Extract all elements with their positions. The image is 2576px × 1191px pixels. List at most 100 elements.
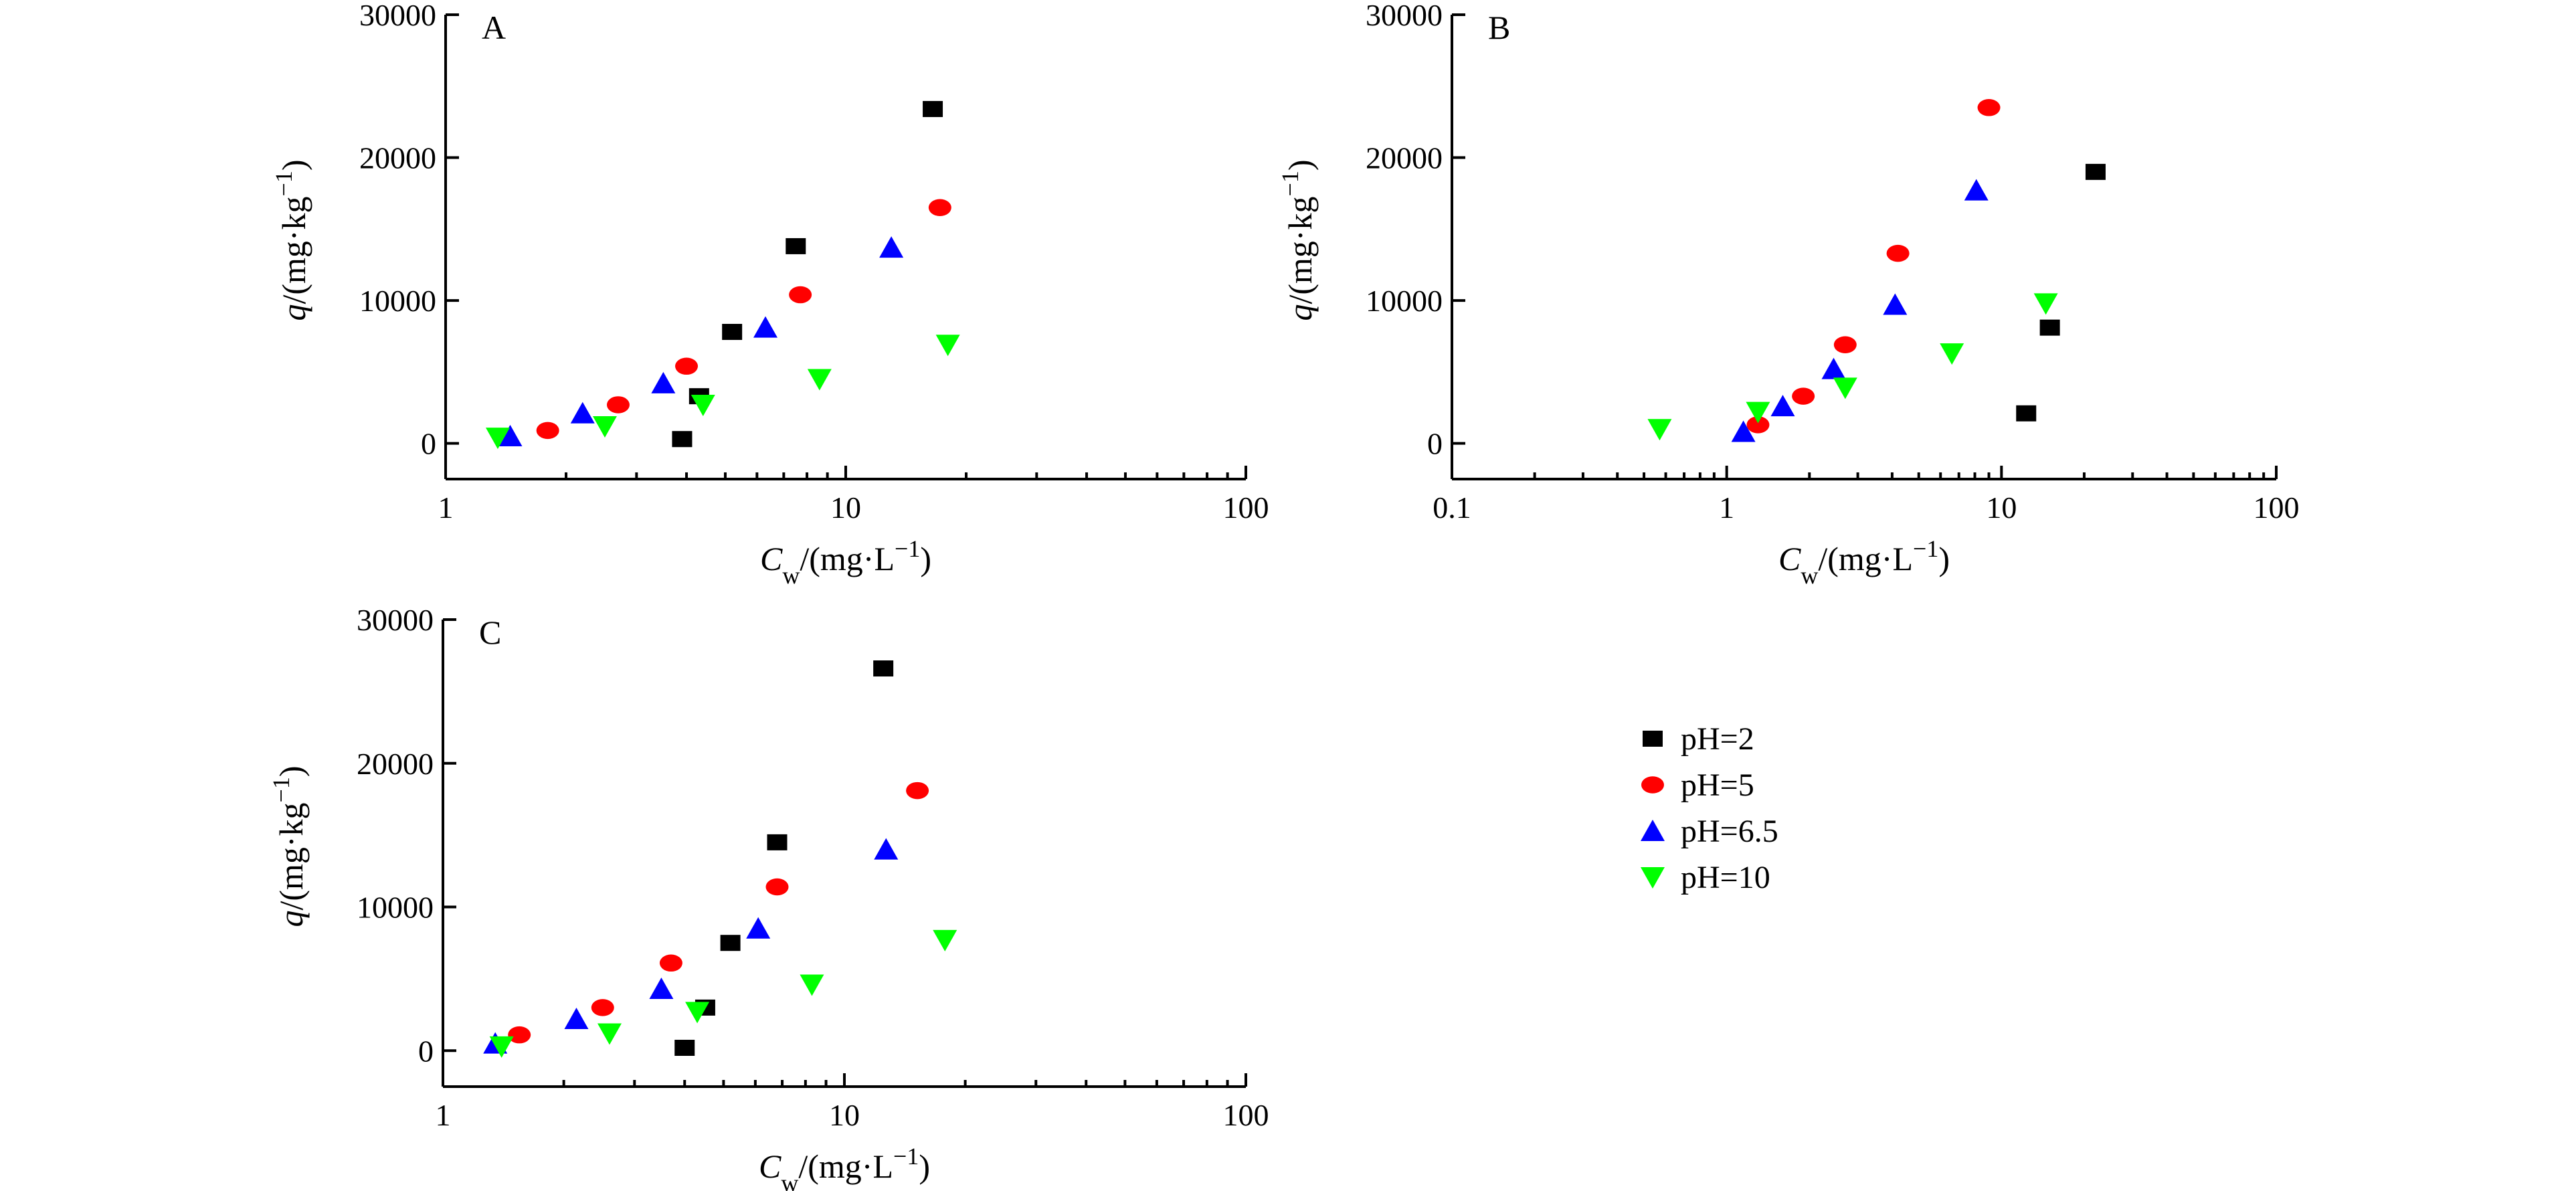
y-tick-label: 30000 xyxy=(1366,0,1443,32)
legend-marker xyxy=(1641,776,1664,794)
series-ph-5 xyxy=(508,782,929,1044)
legend-marker xyxy=(1643,731,1663,747)
data-point xyxy=(1731,420,1756,442)
data-point xyxy=(674,1040,695,1057)
y-tick-label: 10000 xyxy=(359,284,436,318)
data-point xyxy=(1964,179,1989,201)
data-point xyxy=(765,878,789,896)
data-point xyxy=(2039,319,2060,336)
legend-label: pH=2 xyxy=(1681,721,1754,757)
legend-marker xyxy=(1641,867,1665,889)
x-tick-label: 10 xyxy=(829,1098,860,1132)
data-point xyxy=(923,100,943,117)
x-tick-label: 1 xyxy=(1719,490,1734,525)
x-tick-label: 10 xyxy=(1986,490,2017,525)
x-tick-label: 100 xyxy=(1223,490,1269,525)
y-tick-label: 0 xyxy=(418,1034,434,1068)
data-point xyxy=(720,935,741,951)
data-point xyxy=(651,371,676,393)
data-point xyxy=(874,838,899,860)
data-point xyxy=(1886,244,1910,262)
data-point xyxy=(1977,99,2001,116)
data-point xyxy=(591,999,614,1016)
y-tick-label: 30000 xyxy=(359,0,436,32)
data-point xyxy=(722,324,743,341)
panel-label: C xyxy=(479,614,501,651)
x-tick-label: 1 xyxy=(438,490,454,525)
y-tick-label: 10000 xyxy=(357,891,434,925)
data-point xyxy=(873,660,894,677)
data-point xyxy=(1792,387,1815,405)
data-point xyxy=(1821,357,1846,379)
panel-label: A xyxy=(482,9,506,46)
panel-b: 0 10000 20000 30000 0.1 1 10 100 Cw/(mg·L−1) q/(m… xyxy=(1277,0,2300,589)
data-point xyxy=(935,335,960,357)
data-point xyxy=(1746,416,1770,434)
data-point xyxy=(536,422,559,440)
panel-label: B xyxy=(1488,9,1510,46)
legend-label: pH=5 xyxy=(1681,767,1754,803)
data-point xyxy=(2085,163,2106,180)
data-point xyxy=(597,1023,622,1045)
y-axis-title: q/(mg·kg−1) xyxy=(1277,159,1319,320)
y-tick-label: 20000 xyxy=(357,747,434,781)
data-point xyxy=(789,286,812,304)
x-tick-label: 10 xyxy=(830,490,861,525)
data-point xyxy=(659,954,682,972)
data-point xyxy=(485,428,510,450)
data-point xyxy=(753,316,778,338)
data-point xyxy=(879,236,904,258)
y-tick-label: 10000 xyxy=(1366,284,1443,318)
data-point xyxy=(786,238,806,254)
x-axis-title: Cw/(mg·L−1) xyxy=(1778,535,1950,589)
x-tick-label: 100 xyxy=(1223,1098,1269,1132)
data-point xyxy=(1940,343,1964,365)
y-axis-title: q/(mg·kg−1) xyxy=(270,159,312,320)
data-point xyxy=(1833,336,1857,354)
x-axis-title: Cw/(mg·L−1) xyxy=(760,535,931,589)
x-tick-label: 0.1 xyxy=(1433,490,1471,525)
data-point xyxy=(606,396,630,414)
data-point xyxy=(685,1002,710,1024)
data-point xyxy=(675,357,699,375)
data-point xyxy=(767,834,788,850)
y-tick-label: 30000 xyxy=(357,603,434,637)
y-tick-label: 0 xyxy=(1427,427,1443,461)
data-point xyxy=(807,369,832,391)
data-point xyxy=(933,929,957,951)
series-ph-2 xyxy=(674,660,894,1057)
series-ph-5 xyxy=(536,199,951,440)
legend: pH=2 pH=5 pH=6.5 pH=10 xyxy=(1641,721,1778,895)
legend-label: pH=6.5 xyxy=(1681,814,1778,849)
data-point xyxy=(570,401,595,424)
series-ph-10 xyxy=(489,929,957,1058)
data-point xyxy=(1770,395,1795,417)
data-point xyxy=(1647,419,1672,441)
panel-a: 0 10000 20000 30000 1 10 100 Cw/(mg·L−1) q/(mg·k… xyxy=(270,0,1269,589)
series-ph-10 xyxy=(485,335,960,450)
data-point xyxy=(2016,405,2037,422)
data-point xyxy=(489,1036,514,1058)
data-point xyxy=(498,424,523,446)
series-ph-6-5 xyxy=(1731,179,1989,442)
x-axis-title: Cw/(mg·L−1) xyxy=(759,1143,930,1191)
y-tick-label: 20000 xyxy=(359,141,436,175)
panel-c: 0 10000 20000 30000 1 10 100 Cw/(mg·L−1) q/(mg·k… xyxy=(268,603,1269,1191)
data-point xyxy=(649,977,674,999)
data-point xyxy=(1883,293,1908,315)
data-point xyxy=(592,416,617,438)
data-point xyxy=(1746,401,1770,424)
data-point xyxy=(691,394,715,416)
legend-label: pH=10 xyxy=(1681,860,1770,895)
y-tick-label: 20000 xyxy=(1366,141,1443,175)
series-ph-5 xyxy=(1746,99,2001,434)
data-point xyxy=(746,917,771,939)
data-point xyxy=(2033,293,2058,315)
x-tick-label: 100 xyxy=(2253,490,2300,525)
series-ph-6-5 xyxy=(498,236,904,446)
data-point xyxy=(1833,377,1857,399)
series-ph-6-5 xyxy=(483,838,899,1054)
y-tick-label: 0 xyxy=(421,427,436,461)
data-point xyxy=(906,782,929,800)
